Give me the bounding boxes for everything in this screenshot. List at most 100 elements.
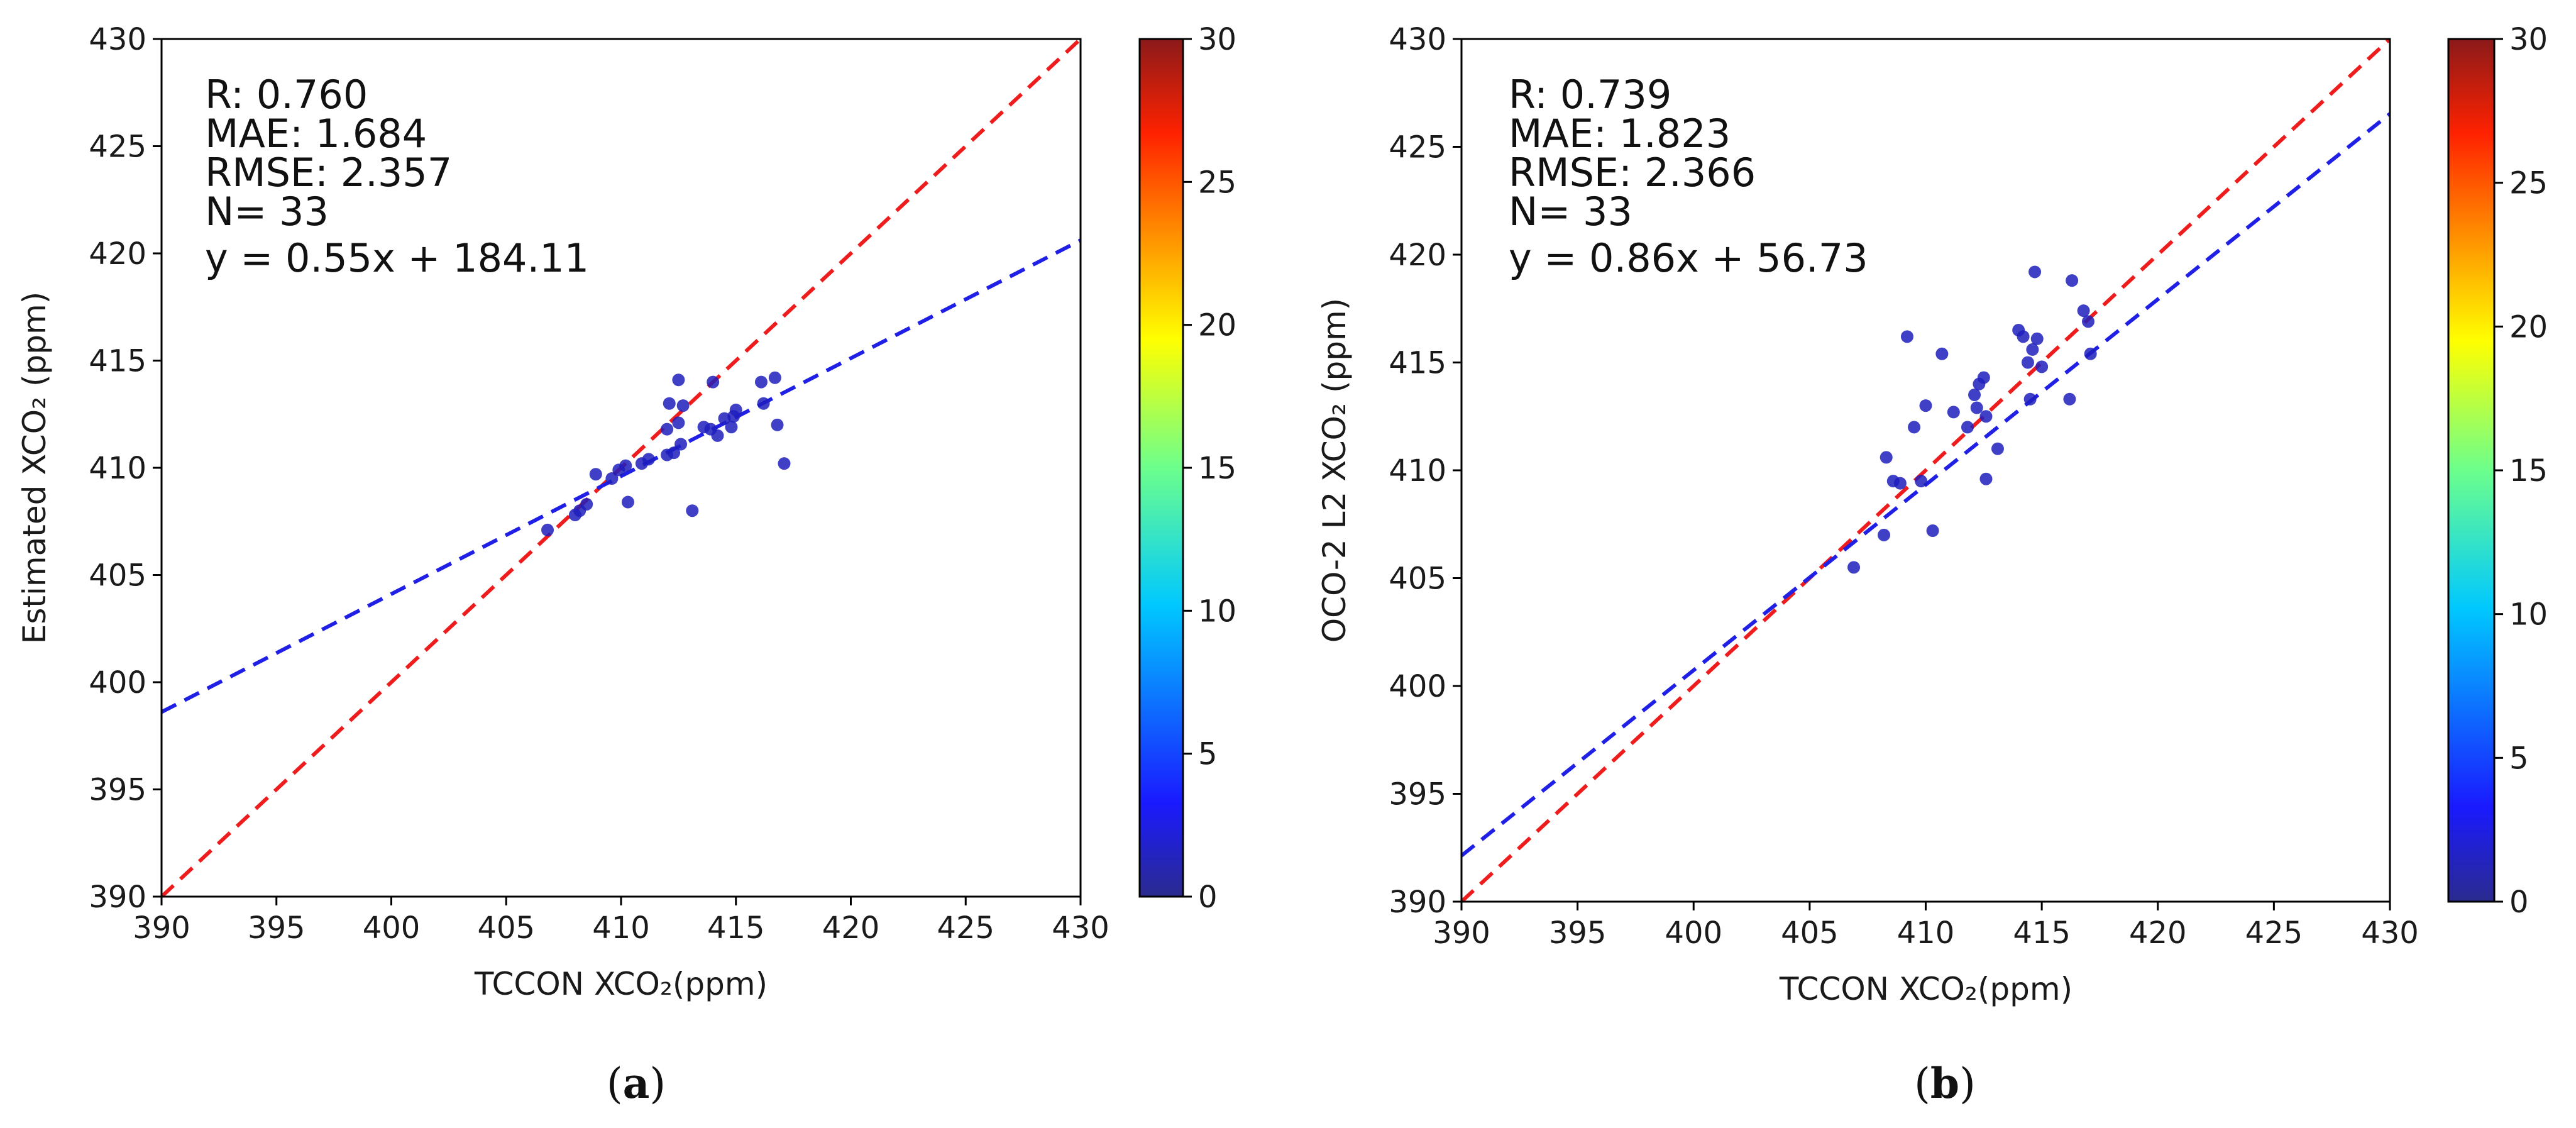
panel-a-x-tick-label-0: 390	[133, 910, 190, 946]
panel-b-point-24	[2028, 265, 2042, 279]
panel-a-point-4	[589, 468, 602, 481]
panel-b-colorbar-tick-label-4: 20	[2509, 309, 2548, 345]
panel-a-y-axis-label: Estimated XCO₂ (ppm)	[16, 292, 53, 644]
panel-a-point-27	[729, 403, 742, 416]
panel-a: 390 395 400 405 410 415 420 425 430 390 395 400 405…	[16, 22, 1236, 1108]
panel-a-fit-line	[162, 238, 1081, 714]
panel-b-y-tick-label-2: 400	[1389, 669, 1446, 704]
panel-a-point-16	[672, 373, 685, 387]
panel-a-stat-n: N= 33	[205, 189, 329, 235]
panel-a-colorbar-tick-label-2: 10	[1198, 594, 1236, 629]
panel-b-points	[1847, 265, 2097, 574]
panel-b-point-2	[1880, 451, 1893, 464]
panel-b-point-9	[1926, 524, 1939, 538]
panel-a-point-15	[672, 416, 685, 429]
panel-b-colorbar: 0 5 10 15 20 25 30	[2447, 22, 2548, 920]
panel-b-point-1	[1878, 528, 1891, 541]
panel-b-point-22	[2021, 356, 2034, 369]
panel-b-y-axis-label: OCO-2 L2 XCO₂ (ppm)	[1316, 298, 1353, 643]
panel-b-colorbar-tick-label-6: 30	[2509, 22, 2548, 57]
panel-a-colorbar-ticks: 0 5 10 15 20 25 30	[1183, 22, 1236, 915]
panel-b-point-8	[1919, 399, 1932, 412]
panel-b-y-ticks: 390 395 400 405 410 415 420 425 430	[1389, 22, 1461, 920]
panel-a-point-30	[768, 371, 781, 384]
panel-a-stat-mae: MAE: 1.684	[205, 111, 427, 157]
panel-b-point-28	[2066, 274, 2079, 287]
panel-a-point-17	[674, 438, 688, 451]
panel-b-y-tick-label-7: 425	[1389, 130, 1446, 165]
panel-b-point-17	[1979, 410, 1993, 423]
panel-b-colorbar-tick-label-5: 25	[2509, 166, 2548, 201]
panel-a-y-tick-label-2: 400	[89, 665, 146, 700]
panel-a-point-3	[580, 497, 593, 511]
panel-b-stat-r: R: 0.739	[1509, 72, 1671, 118]
panel-b-x-tick-label-4: 410	[1897, 915, 1955, 951]
panel-a-y-tick-label-6: 420	[89, 236, 146, 272]
panel-b: 390 395 400 405 410 415 420 425 430 390 395 400 405…	[1316, 22, 2548, 1108]
panel-b-caption: (b)	[1914, 1059, 1976, 1108]
panel-b-colorbar-tick-label-0: 0	[2509, 885, 2529, 920]
panel-b-point-0	[1847, 561, 1861, 574]
panel-b-x-tick-label-5: 415	[2013, 915, 2071, 951]
panel-b-x-tick-label-6: 420	[2129, 915, 2187, 951]
panel-b-point-23	[2023, 392, 2037, 406]
panel-b-point-25	[2030, 332, 2044, 345]
panel-b-point-11	[1947, 406, 1960, 419]
panel-a-colorbar-tick-label-1: 5	[1198, 737, 1218, 772]
panel-a-x-tick-label-3: 405	[477, 910, 535, 946]
panel-a-x-tick-label-6: 420	[822, 910, 880, 946]
panel-b-y-tick-label-5: 415	[1389, 346, 1446, 381]
panel-b-y-tick-label-4: 410	[1389, 453, 1446, 489]
panel-b-data-layer	[1461, 39, 2390, 902]
panel-b-point-18	[1979, 472, 1993, 485]
panel-a-colorbar-tick-label-6: 30	[1198, 22, 1236, 57]
panel-a-point-5	[605, 472, 619, 485]
panel-b-y-tick-label-6: 420	[1389, 238, 1446, 273]
panel-b-point-19	[1991, 442, 2004, 455]
panel-b-x-tick-label-7: 425	[2245, 915, 2303, 951]
panel-a-stat-r: R: 0.760	[205, 72, 368, 118]
panel-a-colorbar: 0 5 10 15 20 25 30	[1138, 22, 1236, 915]
panel-b-point-21	[2017, 330, 2030, 343]
panel-a-y-tick-label-0: 390	[89, 880, 146, 915]
panel-a-point-29	[757, 397, 770, 410]
panel-a-point-28	[754, 375, 768, 389]
panel-b-point-12	[1961, 421, 1974, 434]
panel-a-x-tick-label-2: 400	[363, 910, 421, 946]
panel-a-x-tick-label-4: 410	[592, 910, 650, 946]
panel-b-point-13	[1968, 388, 1981, 401]
panel-a-y-tick-label-4: 410	[89, 451, 146, 486]
panel-a-stats-box: R: 0.760 MAE: 1.684 RMSE: 2.357 N= 33 y …	[205, 72, 589, 281]
panel-a-caption: (a)	[607, 1059, 666, 1108]
panel-a-x-axis-label: TCCON XCO₂(ppm)	[474, 966, 768, 1002]
panel-a-point-22	[707, 375, 720, 389]
panel-a-colorbar-gradient	[1138, 38, 1184, 898]
panel-b-point-30	[2081, 315, 2094, 328]
panel-b-point-27	[2063, 392, 2076, 406]
panel-b-point-29	[2077, 304, 2090, 318]
panel-a-colorbar-tick-label-4: 20	[1198, 308, 1236, 343]
panel-b-point-26	[2035, 360, 2049, 373]
panel-a-point-14	[668, 446, 681, 460]
panel-b-identity-line	[1461, 39, 2390, 902]
panel-a-point-31	[771, 418, 784, 431]
panel-a-stat-equation: y = 0.55x + 184.11	[205, 235, 589, 281]
panel-b-point-5	[1900, 330, 1913, 343]
panel-a-point-7	[619, 459, 632, 472]
panel-a-y-tick-label-1: 395	[89, 773, 146, 808]
panel-b-x-ticks: 390 395 400 405 410 415 420 425 430	[1433, 902, 2419, 951]
panel-a-x-tick-label-1: 395	[248, 910, 305, 946]
panel-b-stat-rmse: RMSE: 2.366	[1509, 150, 1756, 196]
panel-a-x-tick-label-7: 425	[937, 910, 994, 946]
panel-b-point-32	[2026, 343, 2039, 356]
panel-a-colorbar-tick-label-0: 0	[1198, 880, 1218, 915]
panel-a-colorbar-tick-label-3: 15	[1198, 451, 1236, 486]
panel-a-data-layer	[162, 39, 1081, 897]
panel-a-point-18	[676, 399, 690, 412]
panel-b-stat-equation: y = 0.86x + 56.73	[1509, 235, 1868, 281]
panel-b-y-tick-label-0: 390	[1389, 885, 1446, 920]
panel-b-colorbar-tick-label-1: 5	[2509, 741, 2529, 776]
panel-b-stat-n: N= 33	[1509, 189, 1632, 235]
panel-a-x-ticks: 390 395 400 405 410 415 420 425 430	[133, 897, 1109, 946]
